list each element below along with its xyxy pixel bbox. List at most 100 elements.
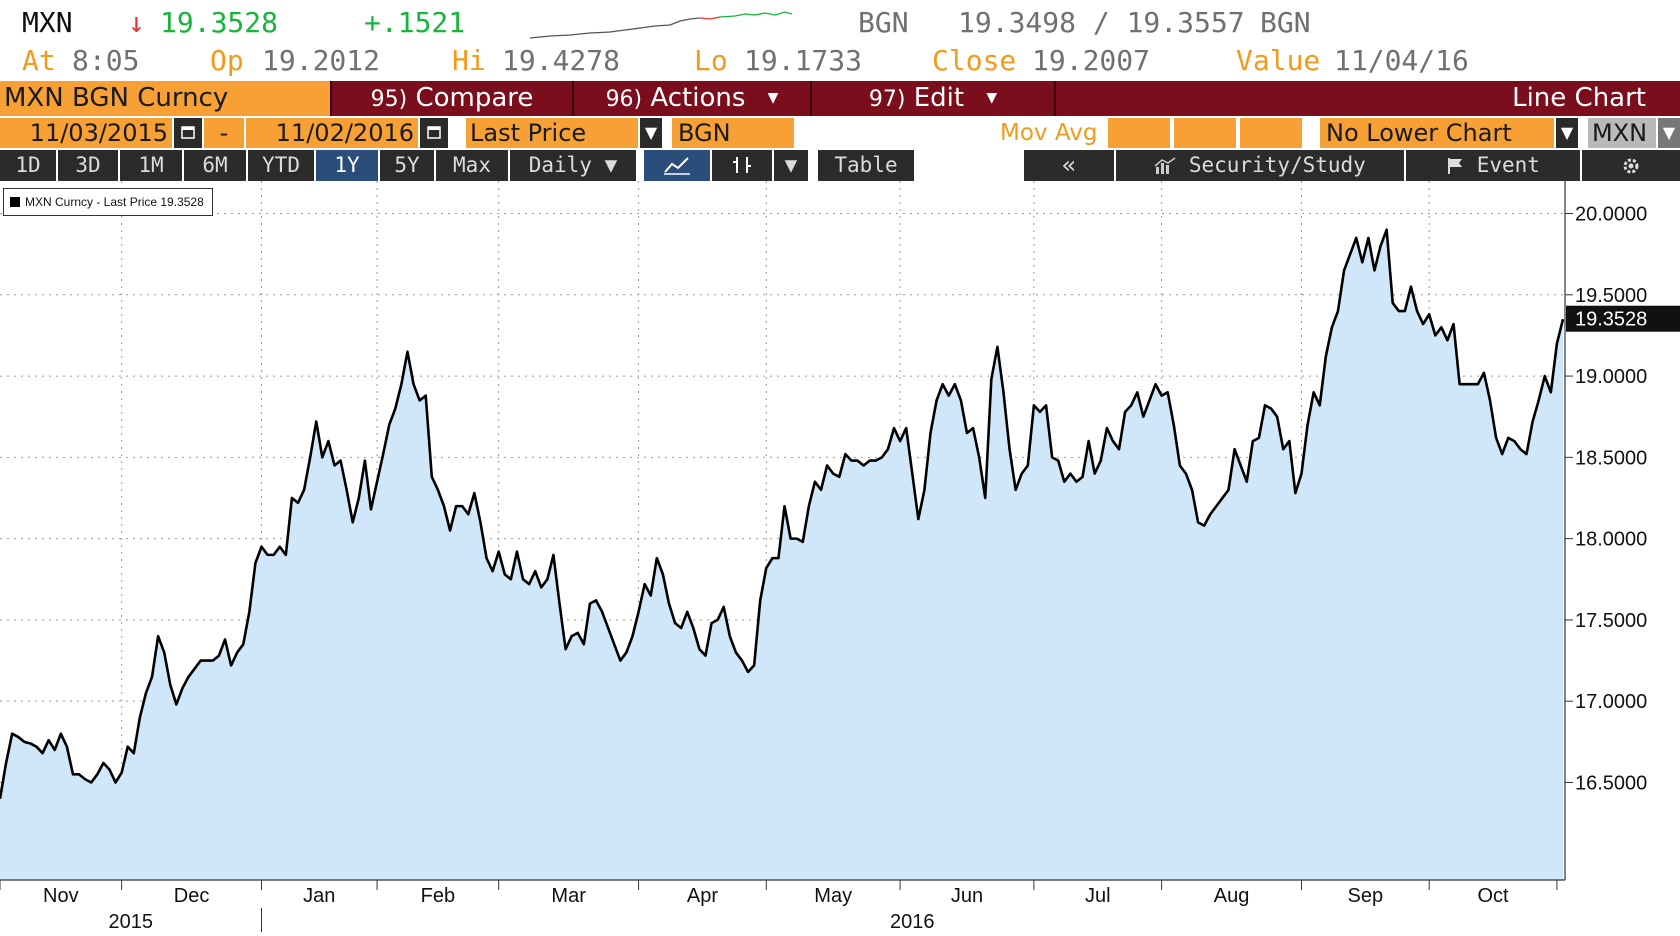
security-study-button[interactable]: Security/Study — [1116, 150, 1404, 181]
last-price-box — [1566, 305, 1680, 332]
end-date-field[interactable]: 11/02/2016 — [246, 118, 418, 148]
x-tick-label: Sep — [1348, 885, 1384, 907]
at-label: At — [22, 44, 56, 77]
security-study-label: Security/Study — [1188, 153, 1366, 177]
frequency-select[interactable]: Daily ▼ — [510, 150, 636, 181]
compare-label: Compare — [415, 83, 534, 113]
last-price-label: 19.3528 — [1575, 309, 1647, 331]
compare-button[interactable]: 95) Compare — [330, 81, 572, 116]
main-toolbar: MXN BGN Curncy 95) Compare 96) Actions ▼… — [0, 81, 1680, 116]
last-price: 19.3528 — [160, 6, 279, 39]
source-field[interactable]: BGN — [672, 118, 794, 148]
x-tick-label: Aug — [1214, 885, 1250, 907]
actions-number: 96) — [605, 87, 643, 112]
chevron-down-icon[interactable]: ▼ — [640, 118, 662, 148]
down-arrow-icon: ↓ — [128, 6, 145, 39]
year-label: 2015 — [109, 911, 154, 933]
x-tick-label: Nov — [43, 885, 79, 907]
field-select[interactable]: Last Price — [466, 118, 638, 148]
period-5y[interactable]: 5Y — [380, 150, 434, 181]
mov-avg-3[interactable] — [1240, 118, 1302, 148]
quote-header: MXN ↓ 19.3528 +.1521 BGN 19.3498 / 19.35… — [0, 0, 1680, 80]
period-1y[interactable]: 1Y — [316, 150, 378, 181]
legend-swatch — [10, 197, 20, 207]
bid-ask: 19.3498 / 19.3557 — [958, 6, 1245, 39]
x-tick-label: Apr — [687, 885, 718, 907]
high-value: 19.4278 — [502, 44, 621, 77]
x-tick-label: Jun — [951, 885, 983, 907]
actions-label: Actions — [650, 83, 746, 113]
mov-avg-label: Mov Avg — [1000, 120, 1098, 146]
y-tick-label: 17.5000 — [1575, 610, 1647, 632]
date-range-dash: - — [204, 118, 244, 148]
event-button[interactable]: Event — [1406, 150, 1580, 181]
price-chart: 16.5000 17.0000 17.5000 18.0000 18.5000 19.00… — [0, 181, 1680, 933]
collapse-button[interactable]: « — [1024, 150, 1114, 181]
edit-label: Edit — [913, 83, 965, 113]
legend-text: MXN Curncy - Last Price 19.3528 — [25, 195, 204, 209]
security-field[interactable]: MXN BGN Curncy — [0, 81, 330, 116]
high-label: Hi — [452, 44, 486, 77]
chart-type-title: Line Chart — [1512, 83, 1646, 113]
chevron-down-icon[interactable]: ▼ — [1658, 118, 1680, 148]
currency-field[interactable]: MXN — [1588, 118, 1656, 148]
price-area — [0, 229, 1563, 880]
chart-settings-row: 11/03/2015 - 11/02/2016 Last Price ▼ BGN… — [0, 118, 1680, 148]
year-label: 2016 — [890, 911, 935, 933]
chart-legend: MXN Curncy - Last Price 19.3528 — [3, 188, 213, 216]
y-tick-label: 17.0000 — [1575, 691, 1647, 713]
calendar-icon[interactable] — [174, 118, 202, 148]
flag-icon — [1446, 153, 1477, 177]
low-value: 19.1733 — [744, 44, 863, 77]
chevron-down-icon[interactable]: ▼ — [1556, 118, 1578, 148]
y-tick-label: 19.5000 — [1575, 285, 1647, 307]
period-6m[interactable]: 6M — [184, 150, 246, 181]
ticker: MXN — [22, 6, 73, 39]
mov-avg-1[interactable] — [1108, 118, 1170, 148]
quote-source-2: BGN — [1260, 6, 1311, 39]
open-value: 19.2012 — [262, 44, 381, 77]
value-label: Value — [1236, 44, 1321, 77]
y-tick-label: 16.5000 — [1575, 772, 1647, 794]
start-date-field[interactable]: 11/03/2015 — [0, 118, 172, 148]
mov-avg-2[interactable] — [1174, 118, 1236, 148]
period-1m[interactable]: 1M — [120, 150, 182, 181]
calendar-icon[interactable] — [420, 118, 448, 148]
bar-chart-icon[interactable] — [712, 150, 772, 181]
value-date: 11/04/16 — [1334, 44, 1469, 77]
y-tick-label: 18.5000 — [1575, 447, 1647, 469]
x-tick-label: Feb — [421, 885, 455, 907]
y-axis: 16.5000 17.0000 17.5000 18.0000 18.5000 19.00… — [1564, 181, 1647, 880]
period-max[interactable]: Max — [436, 150, 508, 181]
x-tick-label: Oct — [1477, 885, 1509, 907]
price-line — [0, 228, 1565, 799]
net-change: +.1521 — [364, 6, 466, 39]
last-price-pointer — [1566, 305, 1575, 332]
x-tick-label: Jan — [303, 885, 335, 907]
x-tick-label: Dec — [174, 885, 210, 907]
period-ytd[interactable]: YTD — [248, 150, 314, 181]
edit-dropdown-icon: ▼ — [986, 90, 998, 106]
study-icon — [1154, 153, 1189, 177]
period-3d[interactable]: 3D — [58, 150, 118, 181]
low-label: Lo — [694, 44, 728, 77]
lower-chart-select[interactable]: No Lower Chart — [1320, 118, 1554, 148]
compare-number: 95) — [370, 87, 408, 112]
edit-button[interactable]: 97) Edit ▼ — [810, 81, 1054, 116]
x-tick-label: May — [814, 885, 852, 907]
line-chart-icon[interactable] — [644, 150, 710, 181]
close-value: 19.2007 — [1032, 44, 1151, 77]
chevron-down-icon[interactable]: ▼ — [774, 150, 808, 181]
period-1d[interactable]: 1D — [0, 150, 56, 181]
x-tick-label: Jul — [1085, 885, 1111, 907]
actions-dropdown-icon: ▼ — [767, 90, 779, 106]
actions-button[interactable]: 96) Actions ▼ — [572, 81, 810, 116]
at-time: 8:05 — [72, 44, 140, 77]
table-button[interactable]: Table — [818, 150, 914, 181]
gear-icon[interactable] — [1582, 150, 1680, 181]
y-tick-label: 20.0000 — [1575, 204, 1647, 226]
toolbar-divider — [1054, 81, 1056, 116]
x-tick-label: Mar — [551, 885, 586, 907]
y-tick-label: 19.0000 — [1575, 366, 1647, 388]
y-tick-label: 18.0000 — [1575, 529, 1647, 551]
